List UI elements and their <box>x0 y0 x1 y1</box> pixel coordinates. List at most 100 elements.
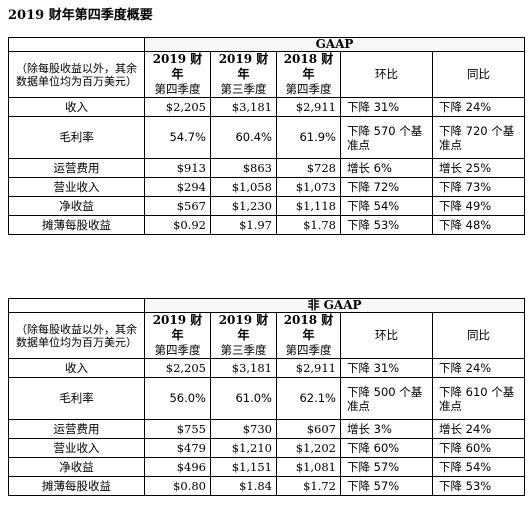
cell-qoq: 下降 31% <box>340 97 433 117</box>
cell-qoq: 下降 57% <box>340 457 433 477</box>
cell-q3-2019: $3,181 <box>210 97 277 117</box>
table-row: 净收益 $567 $1,230 $1,118 下降 54% 下降 49% <box>8 196 526 216</box>
cell-q3-2019: $1,151 <box>210 457 277 477</box>
cell-yoy: 下降 54% <box>431 457 526 477</box>
section-header-row: 非 GAAP <box>8 298 526 313</box>
row-label: 营业收入 <box>8 177 145 197</box>
table-row: 摊薄每股收益 $0.92 $1.97 $1.78 下降 53% 下降 48% <box>8 215 526 235</box>
cell-q4-2019: $294 <box>144 177 211 197</box>
cell-qoq: 下降 72% <box>340 177 433 197</box>
cell-q4-2019: $479 <box>144 438 211 458</box>
cell-q4-2018: $2,911 <box>276 97 341 117</box>
cell-q4-2019: $496 <box>144 457 211 477</box>
cell-yoy: 下降 60% <box>431 438 526 458</box>
cell-q4-2018: $1,073 <box>276 177 341 197</box>
cell-q4-2019: $2,205 <box>144 97 211 117</box>
section-header-spacer <box>8 37 145 52</box>
cell-qoq: 下降 60% <box>340 438 433 458</box>
column-header-q3-2019: 2019 财年 第三季度 <box>210 312 277 359</box>
column-year: 2019 财年 <box>218 52 269 82</box>
table-row: 收入 $2,205 $3,181 $2,911 下降 31% 下降 24% <box>8 358 526 378</box>
cell-q4-2018: $2,911 <box>276 358 341 378</box>
cell-qoq: 下降 31% <box>340 358 433 378</box>
cell-q3-2019: $863 <box>210 158 277 178</box>
cell-yoy: 增长 24% <box>431 419 526 439</box>
cell-q3-2019: 61.0% <box>210 377 277 420</box>
cell-q3-2019: $3,181 <box>210 358 277 378</box>
cell-yoy: 下降 720 个基准点 <box>431 116 526 159</box>
cell-q3-2019: $1,210 <box>210 438 277 458</box>
cell-qoq: 增长 3% <box>340 419 433 439</box>
table-row: 毛利率 56.0% 61.0% 62.1% 下降 500 个基准点 下降 610… <box>8 377 526 420</box>
column-year: 2019 财年 <box>152 52 203 82</box>
cell-q4-2019: $0.92 <box>144 215 211 235</box>
cell-qoq: 增长 6% <box>340 158 433 178</box>
cell-q4-2019: $755 <box>144 419 211 439</box>
column-quarter: 第三季度 <box>220 343 267 357</box>
row-label: 运营费用 <box>8 158 145 178</box>
column-header-yoy: 同比 <box>431 312 526 359</box>
table-row: 运营费用 $913 $863 $728 增长 6% 增长 25% <box>8 158 526 178</box>
column-header-row: （除每股收益以外，其余数据单位均为百万美元） 2019 财年 第四季度 2019 … <box>8 51 526 98</box>
section-header-row: GAAP <box>8 37 526 52</box>
cell-q3-2019: $730 <box>210 419 277 439</box>
cell-q4-2018: $1,202 <box>276 438 341 458</box>
column-header-row: （除每股收益以外，其余数据单位均为百万美元） 2019 财年 第四季度 2019 … <box>8 312 526 359</box>
cell-q4-2018: $607 <box>276 419 341 439</box>
cell-yoy: 下降 24% <box>431 358 526 378</box>
cell-qoq: 下降 53% <box>340 215 433 235</box>
column-header-q3-2019: 2019 财年 第三季度 <box>210 51 277 98</box>
column-quarter: 第四季度 <box>154 343 201 357</box>
cell-qoq: 下降 57% <box>340 476 433 496</box>
unit-note: （除每股收益以外，其余数据单位均为百万美元） <box>8 51 145 98</box>
column-quarter: 第四季度 <box>285 343 332 357</box>
table-row: 净收益 $496 $1,151 $1,081 下降 57% 下降 54% <box>8 457 526 477</box>
non-gaap-table: 非 GAAP （除每股收益以外，其余数据单位均为百万美元） 2019 财年 第四季… <box>8 298 526 496</box>
cell-q4-2019: $2,205 <box>144 358 211 378</box>
table-row: 摊薄每股收益 $0.80 $1.84 $1.72 下降 57% 下降 53% <box>8 476 526 496</box>
column-quarter: 第三季度 <box>220 82 267 96</box>
row-label: 净收益 <box>8 457 145 477</box>
column-header-q4-2019: 2019 财年 第四季度 <box>144 312 211 359</box>
column-header-q4-2018: 2018 财年 第四季度 <box>276 312 341 359</box>
non-gaap-table-wrapper: 非 GAAP （除每股收益以外，其余数据单位均为百万美元） 2019 财年 第四季… <box>8 298 526 496</box>
cell-q4-2018: $1.72 <box>276 476 341 496</box>
cell-qoq: 下降 54% <box>340 196 433 216</box>
table-row: 毛利率 54.7% 60.4% 61.9% 下降 570 个基准点 下降 720… <box>8 116 526 159</box>
cell-q3-2019: 60.4% <box>210 116 277 159</box>
cell-q4-2018: 61.9% <box>276 116 341 159</box>
row-label: 净收益 <box>8 196 145 216</box>
section-header: GAAP <box>143 37 526 52</box>
page-title: 2019 财年第四季度概要 <box>8 8 153 23</box>
cell-q4-2018: $728 <box>276 158 341 178</box>
column-year: 2018 财年 <box>283 313 334 343</box>
column-header-yoy: 同比 <box>431 51 526 98</box>
cell-yoy: 下降 73% <box>431 177 526 197</box>
cell-yoy: 下降 53% <box>431 476 526 496</box>
column-year: 2019 财年 <box>152 313 203 343</box>
column-header-qoq: 环比 <box>340 51 433 98</box>
cell-q4-2018: $1.78 <box>276 215 341 235</box>
table-row: 营业收入 $479 $1,210 $1,202 下降 60% 下降 60% <box>8 438 526 458</box>
table-row: 运营费用 $755 $730 $607 增长 3% 增长 24% <box>8 419 526 439</box>
row-label: 运营费用 <box>8 419 145 439</box>
column-header-q4-2019: 2019 财年 第四季度 <box>144 51 211 98</box>
cell-q4-2018: $1,081 <box>276 457 341 477</box>
cell-yoy: 下降 48% <box>431 215 526 235</box>
row-label: 收入 <box>8 358 145 378</box>
cell-yoy: 增长 25% <box>431 158 526 178</box>
cell-q4-2019: 56.0% <box>144 377 211 420</box>
table-row: 收入 $2,205 $3,181 $2,911 下降 31% 下降 24% <box>8 97 526 117</box>
section-header-spacer <box>8 298 145 313</box>
unit-note: （除每股收益以外，其余数据单位均为百万美元） <box>8 312 145 359</box>
cell-qoq: 下降 500 个基准点 <box>340 377 433 420</box>
cell-q4-2018: 62.1% <box>276 377 341 420</box>
cell-qoq: 下降 570 个基准点 <box>340 116 433 159</box>
cell-yoy: 下降 49% <box>431 196 526 216</box>
cell-q4-2019: $913 <box>144 158 211 178</box>
cell-q3-2019: $1,058 <box>210 177 277 197</box>
column-year: 2019 财年 <box>218 313 269 343</box>
column-header-q4-2018: 2018 财年 第四季度 <box>276 51 341 98</box>
row-label: 摊薄每股收益 <box>8 215 145 235</box>
cell-q4-2019: 54.7% <box>144 116 211 159</box>
